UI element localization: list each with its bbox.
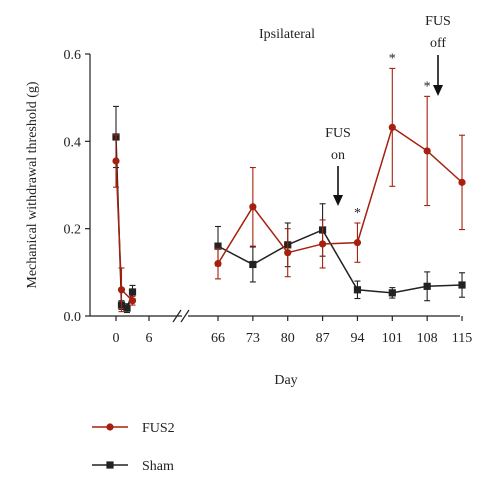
data-point (249, 260, 257, 269)
legend-marker (106, 461, 114, 469)
data-point (214, 260, 222, 268)
data-point (388, 123, 396, 131)
series-line-right (217, 229, 463, 294)
y-tick-label: 0.2 (64, 223, 82, 238)
data-point (423, 282, 431, 290)
data-point (249, 203, 257, 211)
x-axis-label: Day (274, 373, 297, 388)
chart-title: Ipsilateral (259, 27, 315, 42)
x-tick-label: 73 (246, 331, 260, 346)
y-tick-label: 0.4 (64, 135, 82, 150)
x-tick-label: 94 (350, 331, 364, 346)
x-tick-label: 87 (316, 331, 330, 346)
fus-on-label: on (331, 148, 345, 163)
fus-off-label: off (430, 36, 446, 51)
data-point (353, 286, 362, 294)
data-point (123, 304, 131, 312)
series-fus2 (112, 67, 466, 313)
legend-label: FUS2 (142, 421, 175, 436)
x-tick-label: 108 (417, 331, 438, 346)
data-point (128, 297, 137, 305)
axes: 0.0 0.2 0.4 0.6 Mechanical withdrawal thresh… (25, 27, 472, 388)
fus-on-arrowhead (333, 195, 343, 206)
x-tick-label: 66 (211, 331, 225, 346)
series-sham (112, 105, 466, 314)
x-tick-label: 115 (452, 331, 472, 346)
data-point (128, 288, 137, 296)
fus-off-arrowhead (433, 85, 443, 96)
data-point (284, 249, 292, 257)
data-point (388, 289, 396, 297)
fus-off-label: FUS (425, 14, 451, 29)
data-point (353, 239, 362, 247)
x-tick-label: 6 (146, 331, 153, 346)
data-point (214, 242, 222, 250)
x-tick-label: 101 (382, 331, 403, 346)
y-tick-label: 0.0 (64, 310, 82, 325)
data-point (458, 178, 466, 186)
data-point (423, 147, 431, 155)
annotations: * * * FUS on FUS off (325, 14, 451, 221)
fus-on-label: FUS (325, 126, 351, 141)
legend: FUS2 Sham (92, 421, 175, 474)
data-point (112, 157, 120, 165)
series-line-right (217, 126, 463, 264)
chart-marks (112, 67, 466, 314)
data-point (318, 240, 327, 248)
significance-star: * (354, 206, 361, 221)
y-axis-label: Mechanical withdrawal threshold (g) (25, 81, 40, 289)
x-tick-label: 0 (113, 331, 120, 346)
series-line-left (115, 160, 134, 302)
significance-star: * (424, 79, 431, 94)
significance-star: * (389, 51, 396, 66)
x-tick-label: 80 (281, 331, 295, 346)
data-point (117, 286, 126, 294)
legend-marker (106, 423, 114, 431)
axis-break-mark (180, 309, 190, 323)
data-point (458, 281, 466, 289)
axis-break-mark (172, 309, 182, 323)
legend-label: Sham (142, 459, 174, 474)
y-tick-label: 0.6 (64, 48, 82, 63)
